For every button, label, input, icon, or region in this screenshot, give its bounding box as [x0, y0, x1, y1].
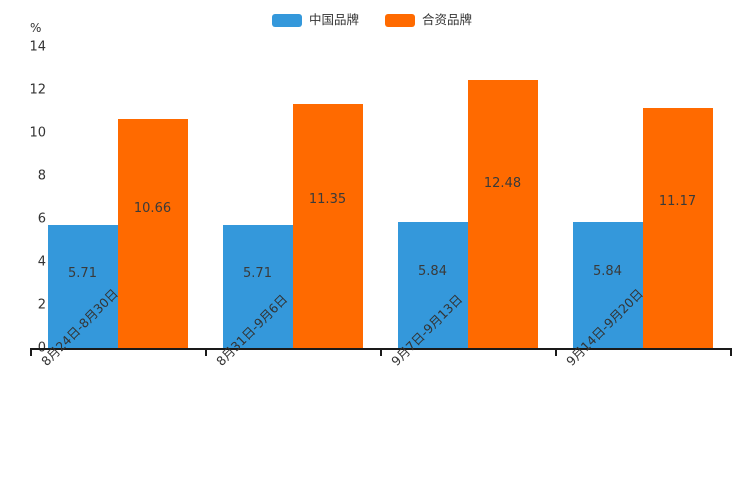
y-axis-tick-label: 6 — [37, 211, 46, 227]
x-axis-tick — [555, 348, 557, 356]
bar-joint-venture-brand[interactable]: 11.35 — [292, 103, 363, 348]
bar-value-label: 5.84 — [593, 263, 622, 279]
bar-joint-venture-brand[interactable]: 12.48 — [467, 79, 538, 348]
bar-china-brand[interactable]: 5.84 — [572, 222, 643, 348]
y-axis-ticks: 0 2 4 6 8 10 12 14 — [0, 0, 46, 496]
bar-value-label: 11.17 — [658, 194, 697, 210]
y-axis-unit-label: % — [30, 21, 42, 35]
legend-label: 合资品牌 — [422, 11, 473, 27]
legend-item-china-brand[interactable]: 中国品牌 — [271, 11, 359, 27]
y-axis-tick-label: 4 — [37, 254, 46, 270]
bar-china-brand[interactable]: 5.71 — [222, 225, 293, 348]
y-axis-tick-label: 12 — [29, 82, 46, 98]
legend-item-joint-venture-brand[interactable]: 合资品牌 — [385, 11, 473, 27]
bar-joint-venture-brand[interactable]: 11.17 — [642, 107, 713, 348]
y-axis-tick-label: 14 — [29, 39, 46, 55]
bar-value-label: 5.71 — [243, 265, 272, 281]
chart-legend: 中国品牌 合资品牌 — [0, 10, 744, 30]
bar-value-label: 5.84 — [418, 263, 447, 279]
bar-value-label: 12.48 — [483, 176, 522, 192]
x-axis-tick — [380, 348, 382, 356]
y-axis-tick-label: 8 — [37, 168, 46, 184]
bar-joint-venture-brand[interactable]: 10.66 — [117, 118, 188, 348]
legend-swatch-icon — [385, 13, 415, 27]
legend-label: 中国品牌 — [308, 11, 359, 27]
y-axis-tick-label: 2 — [37, 297, 46, 313]
x-axis-tick — [730, 348, 732, 356]
bar-china-brand[interactable]: 5.84 — [397, 222, 468, 348]
bar-value-label: 11.35 — [308, 191, 347, 207]
y-axis-tick-label: 10 — [29, 125, 46, 141]
bar-value-label: 10.66 — [133, 201, 172, 217]
bar-value-label: 5.71 — [68, 265, 97, 281]
x-axis-tick — [205, 348, 207, 356]
legend-swatch-icon — [271, 13, 302, 27]
bar-china-brand[interactable]: 5.71 — [47, 225, 118, 348]
x-axis-tick — [30, 348, 32, 356]
